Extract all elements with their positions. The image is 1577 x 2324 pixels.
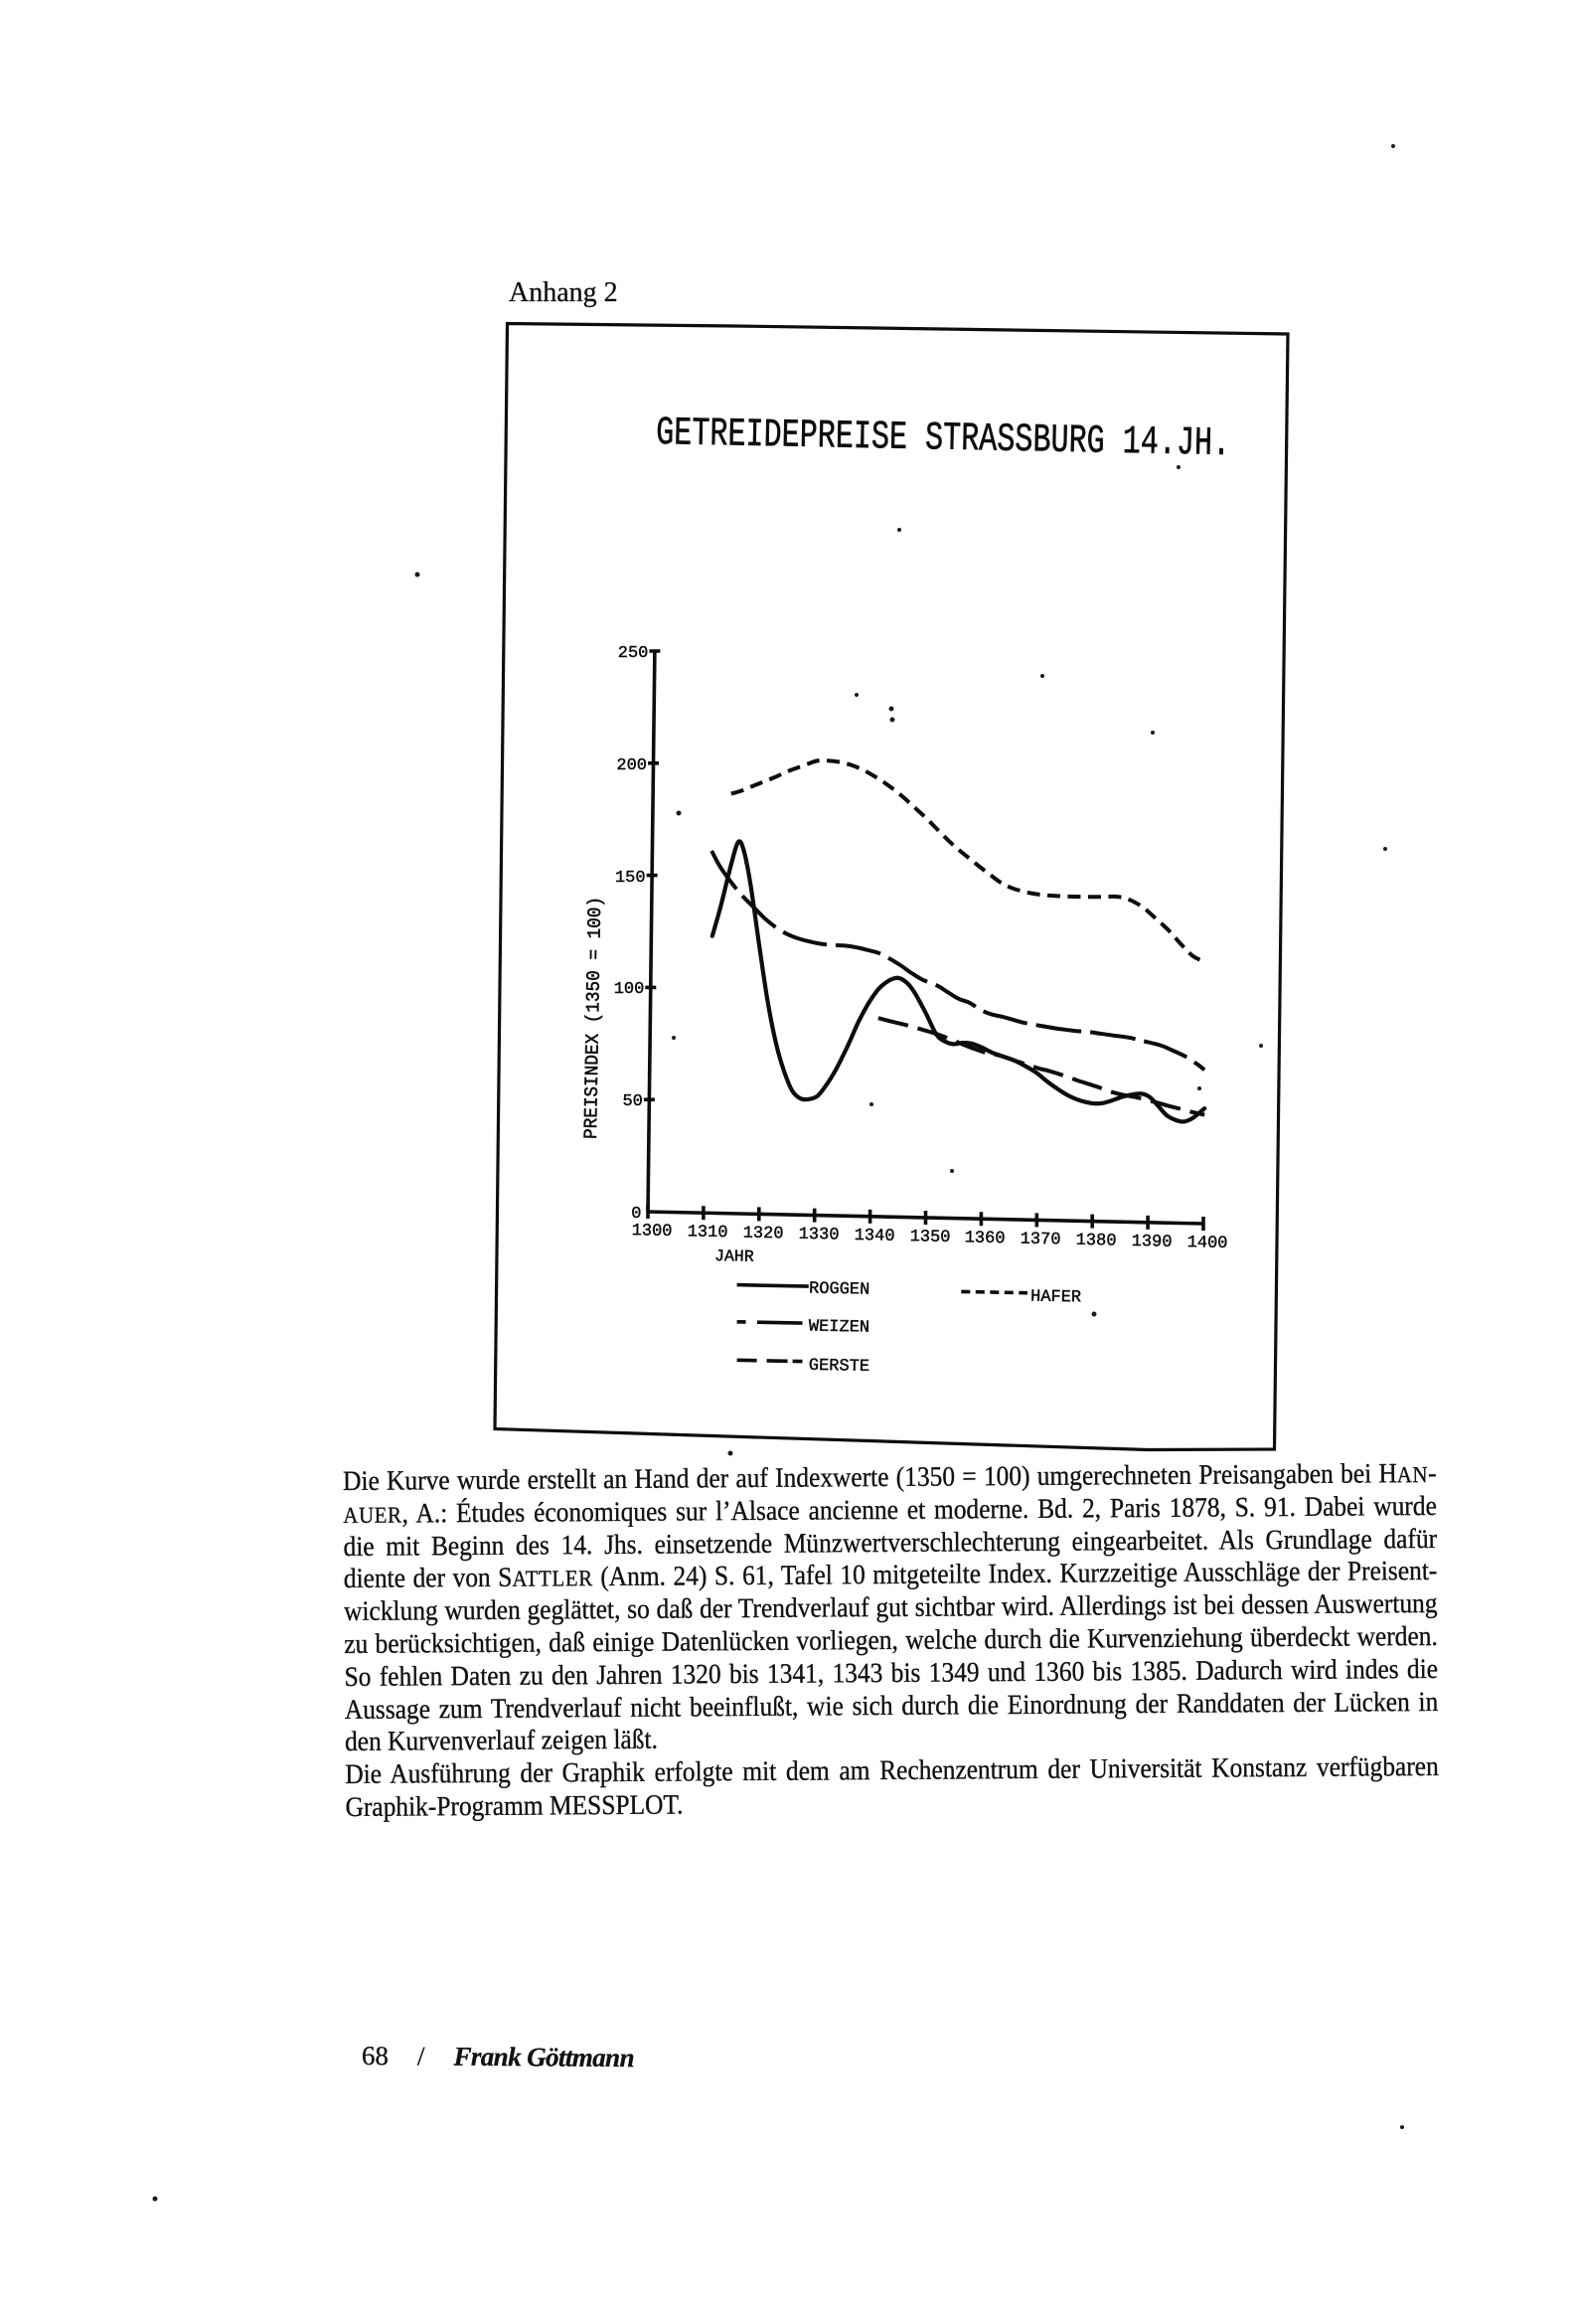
svg-text:250: 250 (618, 644, 649, 663)
svg-text:100: 100 (614, 980, 645, 999)
svg-text:1300: 1300 (631, 1222, 672, 1242)
svg-text:GERSTE: GERSTE (809, 1357, 870, 1377)
svg-text:1360: 1360 (964, 1229, 1005, 1248)
svg-text:0: 0 (631, 1205, 641, 1224)
svg-text:1320: 1320 (742, 1225, 783, 1245)
svg-text:1370: 1370 (1020, 1231, 1060, 1250)
svg-text:1330: 1330 (798, 1226, 839, 1245)
svg-text:ROGGEN: ROGGEN (809, 1280, 870, 1300)
svg-text:1340: 1340 (854, 1227, 894, 1246)
svg-text:1400: 1400 (1186, 1234, 1227, 1253)
svg-text:WEIZEN: WEIZEN (809, 1318, 870, 1338)
svg-text:GETREIDEPREISE STRASSBURG 14.J: GETREIDEPREISE STRASSBURG 14.JH. (656, 412, 1231, 467)
svg-text:200: 200 (616, 756, 647, 775)
svg-text:1390: 1390 (1131, 1233, 1172, 1252)
svg-text:50: 50 (622, 1092, 642, 1111)
svg-text:1350: 1350 (909, 1228, 950, 1247)
svg-text:1310: 1310 (687, 1223, 727, 1243)
svg-text:JAHR: JAHR (714, 1246, 754, 1266)
svg-text:PREISINDEX (1350 = 100): PREISINDEX (1350 = 100) (580, 897, 606, 1139)
svg-text:HAFER: HAFER (1030, 1288, 1081, 1308)
svg-text:1380: 1380 (1075, 1232, 1116, 1251)
svg-text:150: 150 (615, 869, 646, 888)
